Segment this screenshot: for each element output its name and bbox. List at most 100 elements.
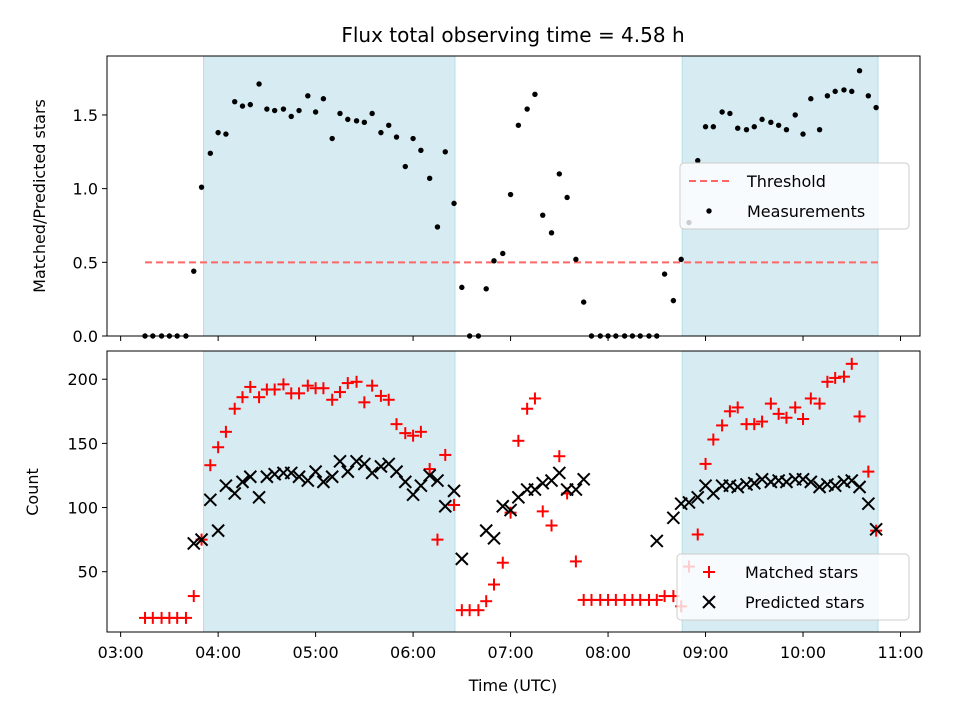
measurement-point	[369, 110, 375, 117]
matched-star-marker	[569, 555, 582, 568]
matched-star-marker	[723, 405, 736, 418]
measurement-point	[393, 134, 400, 140]
measurement-point	[353, 118, 360, 124]
measurement-point	[271, 107, 278, 114]
matched-star-marker	[472, 604, 485, 617]
measurement-point	[280, 106, 287, 112]
x-tick-label: 06:00	[390, 643, 436, 662]
predicted-star-marker	[430, 473, 445, 488]
predicted-star-marker	[211, 523, 225, 538]
matched-star-marker	[845, 357, 858, 370]
matched-star-marker	[187, 590, 200, 603]
measurement-point	[426, 175, 433, 182]
matched-star-marker	[341, 377, 354, 390]
matched-star-marker	[358, 396, 371, 409]
measurement-point	[500, 250, 506, 257]
measurement-point	[312, 109, 319, 115]
measurement-point	[402, 163, 408, 170]
matched-star-marker	[504, 506, 517, 519]
predicted-star-marker	[447, 484, 461, 498]
matched-star-marker	[536, 505, 549, 518]
predicted-star-marker	[422, 468, 437, 483]
matched-star-marker	[407, 429, 420, 442]
matched-star-marker	[716, 419, 729, 432]
matched-star-marker	[228, 402, 241, 415]
measurement-point	[532, 91, 538, 98]
bottom-panel: 50 100 150 200 03:00 04:00 05:00 06:00 07:00 08:…	[23, 350, 924, 695]
measurement-points	[142, 68, 879, 339]
matched-star-marker	[480, 595, 493, 608]
legend-threshold-label: Threshold	[746, 172, 826, 191]
measurement-point	[320, 96, 327, 102]
matched-star-marker	[748, 418, 761, 431]
measurement-point	[800, 131, 806, 137]
matched-star-marker	[707, 433, 720, 446]
measurement-point	[451, 200, 457, 207]
matched-star-marker	[317, 382, 330, 395]
measurement-point	[442, 149, 448, 155]
measurement-point	[816, 126, 823, 133]
matched-star-marker	[326, 393, 339, 406]
matched-star-markers	[139, 357, 883, 624]
matched-star-marker	[253, 391, 266, 404]
measurement-point	[264, 106, 270, 112]
measurement-point	[239, 103, 246, 109]
predicted-star-marker	[852, 480, 867, 494]
predicted-star-marker	[569, 482, 583, 497]
matched-star-marker	[382, 393, 395, 406]
matched-star-marker	[374, 389, 387, 402]
predicted-star-marker	[374, 459, 388, 474]
matched-star-marker	[204, 459, 217, 472]
predicted-star-marker	[398, 475, 413, 489]
matched-star-marker	[423, 463, 436, 476]
matched-star-marker	[236, 391, 249, 404]
matched-star-marker	[772, 407, 785, 420]
matched-star-marker	[853, 410, 866, 423]
x-tick-label: 09:00	[682, 643, 728, 662]
measurement-point	[434, 224, 441, 230]
predicted-star-marker	[576, 472, 591, 487]
predicted-star-marker	[552, 466, 567, 480]
measurement-point	[548, 230, 555, 236]
legend-measurements-label: Measurements	[747, 202, 865, 221]
top-y-axis-label: Matched/Predicted stars	[30, 99, 49, 293]
matched-star-marker	[414, 425, 427, 438]
measurement-point	[564, 194, 570, 201]
measurement-point	[491, 258, 497, 264]
chart-title: Flux total observing time = 4.58 h	[341, 23, 684, 47]
measurement-point	[524, 106, 530, 112]
predicted-star-marker	[252, 490, 266, 504]
legend-predicted-swatch	[702, 595, 716, 609]
bottom-legend: Matched stars Predicted stars	[676, 553, 910, 621]
measurement-point	[792, 112, 798, 118]
top-y-ticks: 0.0 0.5 1.0 1.5	[73, 106, 107, 346]
predicted-star-marker	[341, 464, 355, 479]
bottom-y-tick-label: 150	[67, 434, 98, 453]
matched-star-marker	[691, 528, 704, 541]
predicted-star-marker	[365, 466, 379, 480]
measurement-point	[207, 150, 214, 156]
measurement-point	[483, 286, 489, 292]
measurement-point	[710, 124, 717, 130]
bottom-y-tick-label: 200	[67, 370, 98, 389]
matched-star-marker	[431, 533, 444, 546]
matched-star-marker	[553, 450, 566, 463]
x-tick-label: 03:00	[98, 643, 144, 662]
measurement-point	[856, 68, 863, 74]
predicted-star-marker	[755, 472, 769, 487]
measurement-point	[824, 93, 831, 99]
top-y-tick-label: 1.0	[73, 180, 98, 199]
measurement-point	[296, 107, 302, 114]
x-tick-label: 08:00	[585, 643, 631, 662]
x-tick-label: 05:00	[293, 643, 339, 662]
predicted-star-marker	[194, 532, 209, 547]
predicted-star-marker	[414, 479, 428, 493]
measurement-point	[661, 271, 668, 277]
measurement-point	[670, 297, 677, 304]
predicted-star-marker	[747, 476, 761, 490]
matched-star-marker	[780, 411, 793, 424]
top-y-tick-label: 0.5	[73, 253, 98, 272]
measurement-point	[215, 129, 221, 136]
measurement-point	[865, 93, 872, 99]
matched-star-marker	[179, 611, 192, 624]
